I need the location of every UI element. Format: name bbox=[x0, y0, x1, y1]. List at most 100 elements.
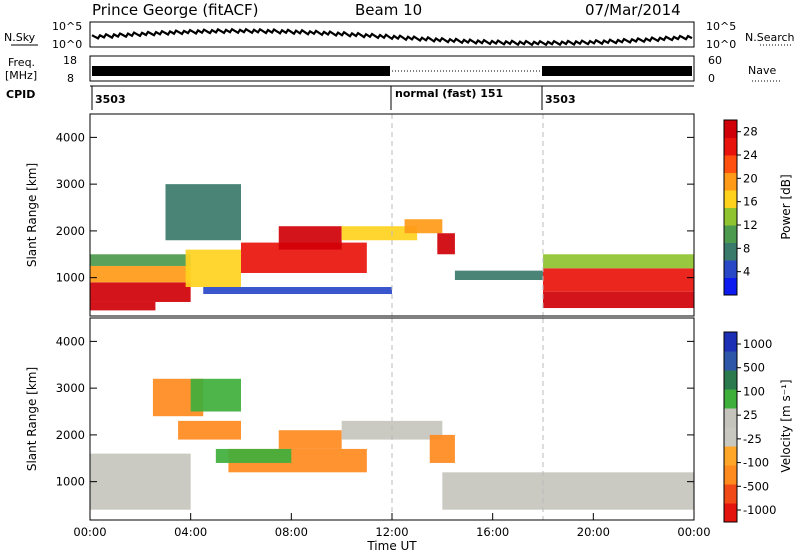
power-region-13 bbox=[543, 268, 694, 292]
power-region-9 bbox=[404, 219, 443, 234]
freq-bar-segment-1 bbox=[92, 66, 390, 76]
power-colorbar-segment-8 bbox=[724, 155, 737, 173]
power-cbar-label-7: 28 bbox=[743, 125, 758, 139]
velocity-cbar-label-6: -100 bbox=[743, 456, 769, 470]
power-colorbar-segment-3 bbox=[724, 242, 737, 261]
velocity-colorbar-segment-10 bbox=[724, 332, 737, 352]
power-cbar-label-1: 4 bbox=[743, 265, 750, 279]
power-region-5 bbox=[185, 249, 241, 288]
power-region-16 bbox=[203, 287, 392, 295]
xtick-label-4: 12:00 bbox=[375, 525, 408, 539]
power-colorbar-segment-2 bbox=[724, 260, 737, 278]
power-ytick-label-2: 2000 bbox=[56, 224, 85, 238]
velocity-cbar-label-1: 1000 bbox=[743, 337, 772, 351]
velocity-region-8 bbox=[429, 434, 455, 463]
power-region-8 bbox=[341, 226, 418, 241]
nsky-panel: N.Sky 10^5 10^0 10^5 10^0 N.Search bbox=[4, 20, 795, 51]
velocity-colorbar-segment-9 bbox=[724, 351, 737, 371]
station-title: Prince George (fitACF) bbox=[92, 1, 258, 19]
velocity-colorbar-segment-4 bbox=[724, 446, 737, 466]
power-region-15 bbox=[165, 184, 241, 241]
freq-bar-segment-3 bbox=[542, 66, 692, 76]
power-colorbar-segment-6 bbox=[724, 190, 737, 208]
power-colorbar: 4 8 12 16 20 24 28 Power [dB] bbox=[723, 119, 793, 296]
velocity-ytick-label-4: 4000 bbox=[56, 334, 85, 348]
velocity-colorbar-segment-8 bbox=[724, 370, 737, 390]
cpid-segment-2: normal (fast) 151 bbox=[395, 87, 503, 100]
nsky-label: N.Sky bbox=[4, 31, 36, 44]
nsearch-label: N.Search bbox=[745, 31, 795, 44]
freq-panel: Freq. [MHz] 18 8 60 0 Nave bbox=[5, 54, 780, 85]
beam-title: Beam 10 bbox=[355, 1, 422, 19]
cpid-label: CPID bbox=[6, 88, 35, 101]
velocity-ytick-label-2: 2000 bbox=[56, 428, 85, 442]
velocity-cbar-label-8: -1000 bbox=[743, 503, 776, 517]
cpid-row: CPID 3503 normal (fast) 151 3503 bbox=[6, 85, 694, 110]
velocity-xlabel: Time UT bbox=[366, 539, 417, 553]
power-region-12 bbox=[543, 291, 694, 309]
freq-tick-top: 18 bbox=[63, 54, 77, 67]
velocity-colorbar-segment-6 bbox=[724, 408, 737, 428]
cpid-segment-3: 3503 bbox=[545, 93, 576, 106]
velocity-colorbar-segment-2 bbox=[724, 484, 737, 504]
freq-label: Freq. bbox=[8, 56, 35, 69]
power-region-4 bbox=[90, 254, 191, 266]
power-ytick-label-3: 3000 bbox=[56, 177, 85, 191]
power-colorbar-segment-5 bbox=[724, 207, 737, 226]
velocity-colorbar-segment-7 bbox=[724, 389, 737, 409]
power-cbar-label-5: 20 bbox=[743, 171, 758, 185]
velocity-cbar-label-7: -500 bbox=[743, 479, 769, 493]
power-region-3 bbox=[90, 265, 191, 283]
velocity-colorbar-segment-1 bbox=[724, 503, 737, 523]
velocity-colorbar: 1000 500 100 25 -25 -100 -500 -1000 Velocity [m… bbox=[723, 331, 793, 523]
freq-unit-label: [MHz] bbox=[5, 69, 37, 82]
freq-tick-bottom: 8 bbox=[67, 72, 74, 85]
velocity-cbar-label-3: 100 bbox=[743, 384, 765, 398]
power-colorbar-segment-1 bbox=[724, 277, 737, 296]
power-panel: 1000 2000 3000 4000 Slant Range [km] bbox=[25, 113, 695, 317]
nsky-trace bbox=[91, 27, 693, 47]
velocity-ytick-label-3: 3000 bbox=[56, 381, 85, 395]
nave-tick-top: 60 bbox=[708, 54, 722, 67]
power-cbar-label-3: 12 bbox=[743, 218, 758, 232]
xtick-label-5: 16:00 bbox=[476, 525, 509, 539]
power-colorbar-segment-10 bbox=[724, 120, 737, 138]
nsearch-tick-bottom: 10^0 bbox=[706, 38, 736, 51]
power-cbar-label-4: 16 bbox=[743, 195, 758, 209]
nsearch-tick-top: 10^5 bbox=[706, 20, 736, 33]
power-region-14 bbox=[543, 254, 694, 269]
velocity-colorbar-label: Velocity [m s⁻¹] bbox=[779, 379, 793, 472]
velocity-region-1 bbox=[90, 453, 191, 510]
power-colorbar-segment-7 bbox=[724, 172, 737, 191]
power-region-11 bbox=[454, 270, 543, 280]
xtick-label-2: 04:00 bbox=[174, 525, 207, 539]
date-title: 07/Mar/2014 bbox=[585, 1, 681, 19]
velocity-region-3 bbox=[190, 378, 241, 412]
power-ytick-label-4: 4000 bbox=[56, 130, 85, 144]
power-cbar-label-6: 24 bbox=[743, 148, 758, 162]
power-colorbar-label: Power [dB] bbox=[779, 174, 793, 239]
velocity-colorbar-segment-3 bbox=[724, 465, 737, 485]
xtick-label-1: 00:00 bbox=[73, 525, 106, 539]
power-colorbar-segment-4 bbox=[724, 225, 737, 243]
velocity-panel: 1000 2000 3000 4000 Slant Range [km] 00:00 0… bbox=[25, 317, 711, 553]
velocity-ylabel: Slant Range [km] bbox=[25, 367, 39, 471]
nsky-trace-line bbox=[91, 27, 693, 47]
power-region-1 bbox=[90, 301, 156, 311]
velocity-ytick-label-1: 1000 bbox=[56, 475, 85, 489]
power-ylabel: Slant Range [km] bbox=[25, 163, 39, 267]
power-cbar-label-2: 8 bbox=[743, 241, 750, 255]
velocity-region-9 bbox=[442, 472, 694, 510]
power-ytick-label-1: 1000 bbox=[56, 271, 85, 285]
velocity-cbar-label-4: 25 bbox=[743, 408, 758, 422]
power-colorbar-segment-9 bbox=[724, 137, 737, 156]
velocity-region-6 bbox=[278, 430, 342, 449]
xtick-label-3: 08:00 bbox=[275, 525, 308, 539]
cpid-segment-1: 3503 bbox=[95, 93, 126, 106]
xtick-label-7: 00:00 bbox=[677, 525, 710, 539]
velocity-colorbar-segment-5 bbox=[724, 427, 737, 447]
velocity-region-4 bbox=[178, 420, 241, 440]
nave-tick-bottom: 0 bbox=[708, 72, 715, 85]
nave-label: Nave bbox=[748, 64, 776, 77]
